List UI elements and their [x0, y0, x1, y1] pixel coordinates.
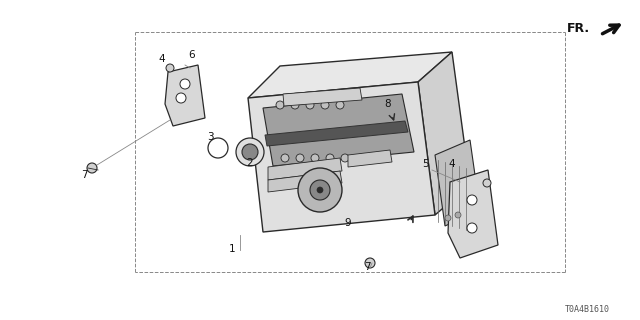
Polygon shape [348, 150, 392, 167]
Circle shape [276, 101, 284, 109]
Text: 4: 4 [159, 54, 165, 64]
Circle shape [291, 101, 299, 109]
Circle shape [467, 223, 477, 233]
Polygon shape [435, 140, 480, 226]
Circle shape [317, 187, 323, 193]
Text: 7: 7 [364, 262, 371, 272]
Circle shape [310, 180, 330, 200]
Text: 7: 7 [81, 170, 87, 180]
Polygon shape [268, 158, 342, 180]
Circle shape [483, 179, 491, 187]
Circle shape [176, 93, 186, 103]
Polygon shape [268, 171, 342, 192]
Text: 9: 9 [345, 218, 351, 228]
Polygon shape [248, 52, 452, 98]
Circle shape [467, 195, 477, 205]
Text: 6: 6 [189, 50, 195, 60]
Text: 1: 1 [228, 244, 236, 254]
Polygon shape [263, 94, 414, 166]
Circle shape [341, 154, 349, 162]
Text: 4: 4 [449, 159, 455, 169]
Polygon shape [283, 88, 362, 106]
Text: 3: 3 [207, 132, 213, 142]
Circle shape [336, 101, 344, 109]
Circle shape [326, 154, 334, 162]
Circle shape [281, 154, 289, 162]
Polygon shape [418, 52, 470, 215]
Text: 5: 5 [422, 159, 428, 169]
Polygon shape [165, 65, 205, 126]
Circle shape [321, 101, 329, 109]
Circle shape [311, 154, 319, 162]
Circle shape [306, 101, 314, 109]
Circle shape [296, 154, 304, 162]
Circle shape [455, 212, 461, 218]
Circle shape [242, 144, 258, 160]
Circle shape [356, 154, 364, 162]
Circle shape [365, 258, 375, 268]
Polygon shape [448, 170, 498, 258]
Text: T0A4B1610: T0A4B1610 [565, 305, 610, 314]
Circle shape [445, 215, 451, 221]
Polygon shape [265, 121, 408, 146]
Circle shape [298, 168, 342, 212]
Text: 2: 2 [246, 158, 253, 168]
Circle shape [236, 138, 264, 166]
Text: FR.: FR. [567, 21, 590, 35]
Circle shape [166, 64, 174, 72]
Circle shape [87, 163, 97, 173]
Polygon shape [248, 82, 435, 232]
Circle shape [180, 79, 190, 89]
Text: 8: 8 [385, 99, 391, 109]
